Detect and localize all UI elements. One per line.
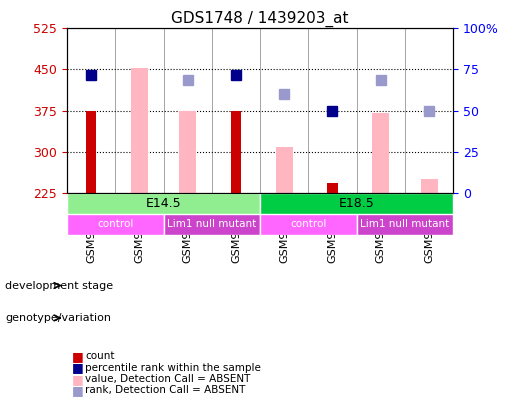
Text: ■: ■	[72, 384, 84, 397]
Text: E18.5: E18.5	[339, 197, 374, 210]
Text: percentile rank within the sample: percentile rank within the sample	[85, 363, 261, 373]
FancyBboxPatch shape	[260, 193, 453, 214]
Bar	[179, 111, 196, 193]
Text: rank, Detection Call = ABSENT: rank, Detection Call = ABSENT	[85, 386, 245, 395]
Text: genotype/variation: genotype/variation	[5, 313, 111, 323]
Text: E14.5: E14.5	[146, 197, 181, 210]
Bar	[231, 111, 241, 193]
Text: Lim1 null mutant: Lim1 null mutant	[360, 220, 450, 229]
FancyBboxPatch shape	[163, 214, 260, 235]
FancyBboxPatch shape	[356, 214, 453, 235]
Bar	[131, 68, 148, 193]
Text: ■: ■	[72, 373, 84, 386]
Text: control: control	[97, 220, 133, 229]
Bar	[328, 183, 337, 193]
Text: count: count	[85, 352, 114, 361]
Text: ■: ■	[72, 350, 84, 363]
FancyBboxPatch shape	[260, 214, 356, 235]
Text: Lim1 null mutant: Lim1 null mutant	[167, 220, 256, 229]
Title: GDS1748 / 1439203_at: GDS1748 / 1439203_at	[171, 11, 349, 27]
Text: value, Detection Call = ABSENT: value, Detection Call = ABSENT	[85, 374, 250, 384]
Bar	[372, 113, 389, 193]
Text: ■: ■	[72, 361, 84, 374]
Text: control: control	[290, 220, 327, 229]
FancyBboxPatch shape	[67, 214, 163, 235]
Bar	[86, 111, 96, 193]
Text: development stage: development stage	[5, 281, 113, 290]
FancyBboxPatch shape	[67, 193, 260, 214]
Bar	[421, 179, 438, 193]
Bar	[276, 147, 293, 193]
